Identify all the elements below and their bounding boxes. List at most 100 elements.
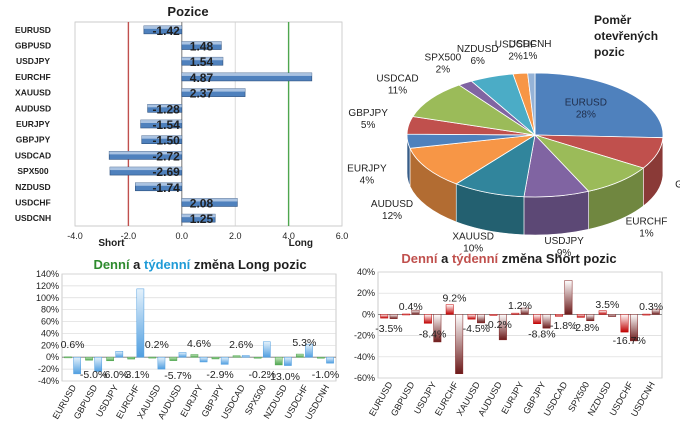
bar-weekly-nzdusd [608, 314, 617, 317]
category-label-xauusd: XAUUSD [15, 88, 51, 98]
pie-label-name-usdcnh: USDCNH [509, 39, 552, 50]
positions-plot-area [74, 21, 343, 227]
short-bars [380, 280, 660, 375]
category-label-eurchf: EURCHF [15, 72, 50, 82]
long-change-chart: Denní a týdenní změna Long pozic -40% -20… [36, 257, 339, 421]
title-part-2: týdenní [144, 257, 191, 272]
category-label-usdcnh: USDCNH [15, 213, 51, 223]
bar-weekly-gbpusd [411, 309, 420, 315]
value-label-gbpusd: 1.48 [190, 40, 214, 54]
data-label-usdcad: -1.8% [550, 320, 577, 332]
value-label-gbpjpy: -1.50 [152, 134, 180, 148]
value-label-usdjpy: 1.54 [190, 55, 214, 69]
bar-daily-usdchf [620, 314, 629, 333]
bar-weekly-audusd [178, 352, 187, 358]
bar-daily-gbpusd [402, 313, 411, 316]
long-category-labels: EURUSDGBPUSDUSDJPYEURCHFXAUUSDAUDUSDEURJ… [51, 383, 332, 422]
positions-category-labels: EURUSD GBPUSD USDJPY EURCHF XAUUSD AUDUSD EURJ… [15, 25, 51, 223]
bar-daily-eurjpy [190, 354, 199, 358]
title-part-1: a [130, 257, 144, 272]
pie-label-value-usdcad: 11% [388, 85, 407, 96]
data-label-gbpjpy: -8.8% [528, 328, 555, 340]
bar-daily-audusd [169, 356, 178, 361]
pie-label-value-eurchf: 1% [639, 229, 654, 240]
positions-chart: Pozice -1.421.481.544.872.37-1.28-1.54-1… [15, 4, 348, 249]
data-label-nzdusd: -13.0% [267, 371, 300, 383]
bar-highlight-usdjpy [181, 57, 223, 61]
data-label-usdcnh: 0.3% [639, 301, 663, 313]
pie-label-name-spx500: SPX500 [425, 52, 462, 63]
bar-weekly-usdjpy [433, 314, 442, 343]
bar-weekly-eurjpy [199, 356, 208, 363]
value-label-spx500: -2.69 [152, 165, 180, 179]
bar-daily-eurusd [380, 314, 389, 319]
y-tick-label: -40% [38, 376, 59, 386]
data-label-eurjpy: 1.2% [508, 300, 532, 312]
pie-label-name-eurchf: EURCHF [626, 217, 668, 228]
bar-daily-xauusd [148, 356, 157, 359]
pie-title-line-3: pozic [594, 45, 625, 59]
plot-area [61, 273, 337, 382]
value-label-usdchf: 2.08 [190, 196, 214, 210]
pie-label-name-usdchf: USDCHF [495, 40, 537, 51]
pie-label-value-eurjpy: 4% [360, 175, 375, 186]
data-label-nzdusd: 3.5% [595, 299, 619, 311]
y-tick-label: 0% [362, 309, 375, 319]
pie-label-value-nzdusd: 6% [470, 56, 485, 67]
pie-title-line-1: Poměr [594, 13, 632, 27]
data-label-usdjpy: -6.0% [101, 369, 128, 381]
bar-weekly-xauusd [157, 356, 166, 370]
bar-weekly-usdchf [305, 343, 313, 358]
positions-grid [74, 21, 343, 227]
bar-highlight-usdcad [109, 151, 182, 155]
bar-highlight-audusd [147, 104, 182, 108]
pie-label-value-usdchf: 2% [508, 52, 523, 63]
x-tick-label: 4.0 [282, 231, 295, 241]
short-change-chart: Denní a týdenní změna Short pozic -60% -4… [354, 251, 663, 418]
x-tick-label: -2.0 [121, 231, 137, 241]
bar-weekly-xauusd [477, 314, 485, 324]
bar-daily-spx500 [576, 314, 585, 318]
bar-weekly-usdcad [241, 355, 250, 358]
x-tick-label: -4.0 [67, 231, 83, 241]
data-label-usdchf: 5.3% [292, 337, 316, 349]
bar-daily-eurchf [445, 304, 454, 315]
data-label-usdjpy: -8.4% [419, 328, 446, 340]
data-label-eurusd: 0.6% [61, 339, 85, 351]
bar-weekly-eurusd [73, 356, 81, 375]
y-tick-label: -20% [38, 364, 59, 374]
pie-slice-eurusd [534, 72, 664, 139]
y-tick-label: 60% [41, 317, 59, 327]
bar-weekly-audusd [498, 314, 507, 341]
pie-label-name-eurusd: EURUSD [565, 97, 607, 108]
bar-highlight-xauusd [181, 88, 246, 92]
bar-daily-spx500 [253, 356, 262, 359]
x-tick-label: 0.0 [176, 231, 189, 241]
bar-daily-eurjpy [511, 312, 520, 315]
category-label-audusd: AUDUSD [15, 103, 51, 113]
value-label-nzdusd: -1.74 [152, 181, 180, 195]
bar-highlight-usdchf [181, 198, 238, 202]
title-part-0: Denní [93, 257, 130, 272]
bar-weekly-gbpjpy [542, 314, 551, 329]
category-label-usdjpy: USDJPY [16, 56, 50, 66]
y-tick-label: 0% [46, 352, 59, 362]
y-tick-label: 140% [36, 269, 59, 279]
bar-daily-usdjpy [423, 314, 432, 324]
value-label-eurchf: 4.87 [190, 71, 214, 85]
long-data-labels: 0.6% -5.0%-6.0%-3.1% 0.2% -5.7% 4.6% -2.9% 2.6… [61, 337, 340, 383]
data-label-gbpusd: 0.4% [399, 301, 423, 313]
pie-label-name-usdjpy: USDJPY [544, 236, 584, 247]
data-label-usdchf: -16.7% [613, 335, 646, 347]
data-label-gbpusd: -5.0% [80, 369, 107, 381]
bar-highlight-eurusd [143, 25, 182, 29]
title-part-3: změna Short pozic [498, 251, 616, 266]
reference-label-long: Long [289, 238, 313, 249]
bar-daily-usdcnh [317, 356, 325, 359]
bar-weekly-gbpjpy [220, 356, 229, 365]
data-label-spx500: -0.2% [249, 369, 276, 381]
bar-daily-nzdusd [274, 356, 283, 366]
data-label-eurusd: -3.5% [375, 323, 402, 335]
bar-highlight-gbpusd [181, 41, 222, 45]
